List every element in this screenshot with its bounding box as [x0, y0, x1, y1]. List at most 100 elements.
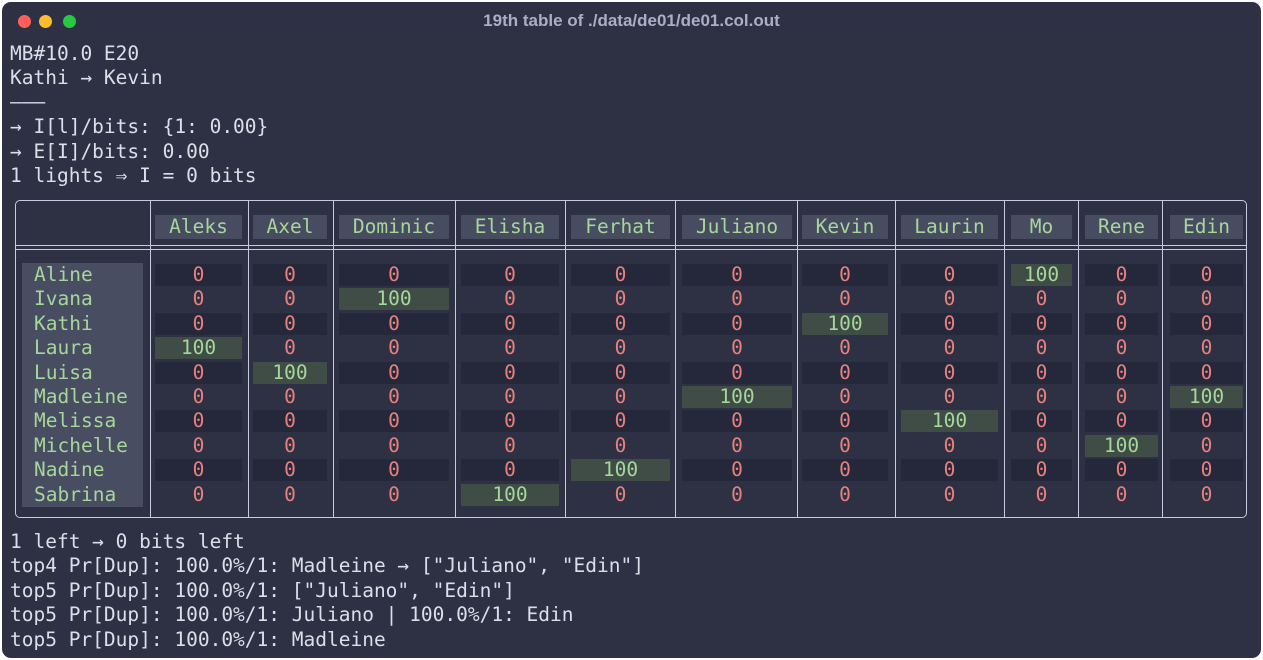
maximize-window-button[interactable] — [63, 15, 76, 28]
table-cell: 0 — [1011, 361, 1072, 384]
table-cell: 0 — [504, 336, 516, 360]
table-cell: 0 — [339, 459, 449, 482]
close-window-button[interactable] — [18, 15, 31, 28]
table-cell: 0 — [1011, 459, 1072, 482]
table-cell: 0 — [731, 336, 743, 360]
table-cell: 100 — [1085, 434, 1158, 457]
table-cell: 0 — [1115, 336, 1128, 360]
table-cell: 0 — [614, 336, 627, 360]
table-cell: 0 — [1200, 336, 1213, 360]
column-separator — [333, 201, 334, 517]
row-label: Luisa — [34, 360, 93, 384]
table-cell: 0 — [155, 312, 242, 335]
table-cell: 0 — [192, 482, 205, 506]
table-cell: 0 — [155, 410, 242, 433]
row-label: Michelle — [34, 433, 128, 457]
table-cell: 0 — [1035, 482, 1048, 506]
table-cell: 0 — [802, 264, 888, 286]
column-separator — [895, 201, 896, 517]
table-cell: 0 — [802, 459, 888, 482]
table-cell: 0 — [682, 312, 792, 335]
table-cell: 0 — [155, 459, 242, 482]
probability-table: Aleks Axel Dominic Elisha Ferhat Juliano Kevin… — [15, 200, 1247, 518]
row-label: Melissa — [34, 409, 117, 433]
table-cell: 0 — [1085, 459, 1158, 482]
column-separator — [248, 201, 249, 517]
table-cell: 0 — [1170, 410, 1243, 433]
row-label: Aline — [34, 263, 93, 286]
table-cell: 0 — [1170, 361, 1243, 384]
table-cell: 0 — [1200, 433, 1213, 457]
table-cell: 0 — [339, 264, 449, 286]
table-cell: 0 — [253, 410, 327, 433]
table-cell: 0 — [253, 459, 327, 482]
table-cell: 0 — [461, 361, 559, 384]
table-cell: 0 — [253, 264, 327, 286]
table-cell: 0 — [1115, 287, 1128, 311]
minimize-window-button[interactable] — [39, 15, 52, 28]
column-header: Edin — [1170, 215, 1243, 239]
output-line: top5 Pr[Dup]: 100.0%/1: ["Juliano", "Edi… — [10, 579, 515, 602]
table-cell: 0 — [731, 433, 743, 457]
table-cell: 0 — [571, 361, 670, 384]
window-title: 19th table of ./data/de01/de01.col.out — [483, 11, 780, 30]
column-header: Rene — [1085, 215, 1158, 239]
table-cell: 0 — [901, 459, 998, 482]
output-line: top5 Pr[Dup]: 100.0%/1: Juliano | 100.0%… — [10, 603, 574, 626]
table-cell: 0 — [192, 287, 205, 311]
table-cell: 0 — [388, 482, 400, 506]
column-header: Elisha — [461, 215, 559, 239]
row-label: Madleine — [34, 385, 128, 408]
column-separator — [1078, 201, 1079, 517]
table-cell: 0 — [504, 287, 516, 311]
table-cell: 0 — [504, 433, 516, 457]
header-separator — [16, 245, 1246, 250]
table-cell: 0 — [1035, 433, 1048, 457]
column-header: Juliano — [682, 215, 792, 239]
row-label: Ivana — [34, 287, 93, 311]
table-cell: 0 — [839, 385, 851, 408]
table-cell: 0 — [339, 361, 449, 384]
row-label: Laura — [34, 336, 93, 360]
table-cell: 0 — [1115, 482, 1128, 506]
table-cell: 0 — [339, 410, 449, 433]
table-cell: 0 — [943, 287, 956, 311]
table-cell: 0 — [1085, 312, 1158, 335]
output-line: Kathi → Kevin — [10, 66, 163, 89]
column-header: Kevin — [802, 215, 888, 239]
table-cell: 100 — [901, 410, 998, 433]
table-cell: 0 — [682, 264, 792, 286]
table-cell: 0 — [802, 410, 888, 433]
table-cell: 100 — [339, 288, 449, 311]
table-cell: 0 — [682, 361, 792, 384]
table-cell: 100 — [253, 361, 327, 384]
table-cell: 0 — [1170, 312, 1243, 335]
table-cell: 0 — [461, 312, 559, 335]
table-cell: 0 — [1170, 459, 1243, 482]
output-line: top5 Pr[Dup]: 100.0%/1: Madleine — [10, 628, 386, 651]
column-header: Axel — [253, 215, 327, 239]
table-cell: 0 — [571, 312, 670, 335]
table-cell: 0 — [284, 385, 296, 408]
output-line: → I[l]/bits: {1: 0.00} — [10, 115, 269, 138]
table-cell: 100 — [682, 386, 792, 408]
table-cell: 0 — [901, 312, 998, 335]
table-cell: 0 — [839, 482, 851, 506]
column-separator — [1162, 201, 1163, 517]
table-cell: 0 — [682, 410, 792, 433]
table-cell: 0 — [192, 385, 205, 408]
row-label: Sabrina — [34, 482, 117, 506]
column-separator — [150, 201, 151, 517]
table-cell: 100 — [1011, 264, 1072, 286]
table-cell: 0 — [943, 482, 956, 506]
column-separator — [1004, 201, 1005, 517]
table-cell: 0 — [1035, 336, 1048, 360]
table-cell: 0 — [388, 433, 400, 457]
table-cell: 0 — [731, 287, 743, 311]
column-separator — [565, 201, 566, 517]
table-cell: 0 — [284, 336, 296, 360]
table-cell: 0 — [284, 482, 296, 506]
table-cell: 0 — [839, 433, 851, 457]
table-cell: 0 — [284, 287, 296, 311]
